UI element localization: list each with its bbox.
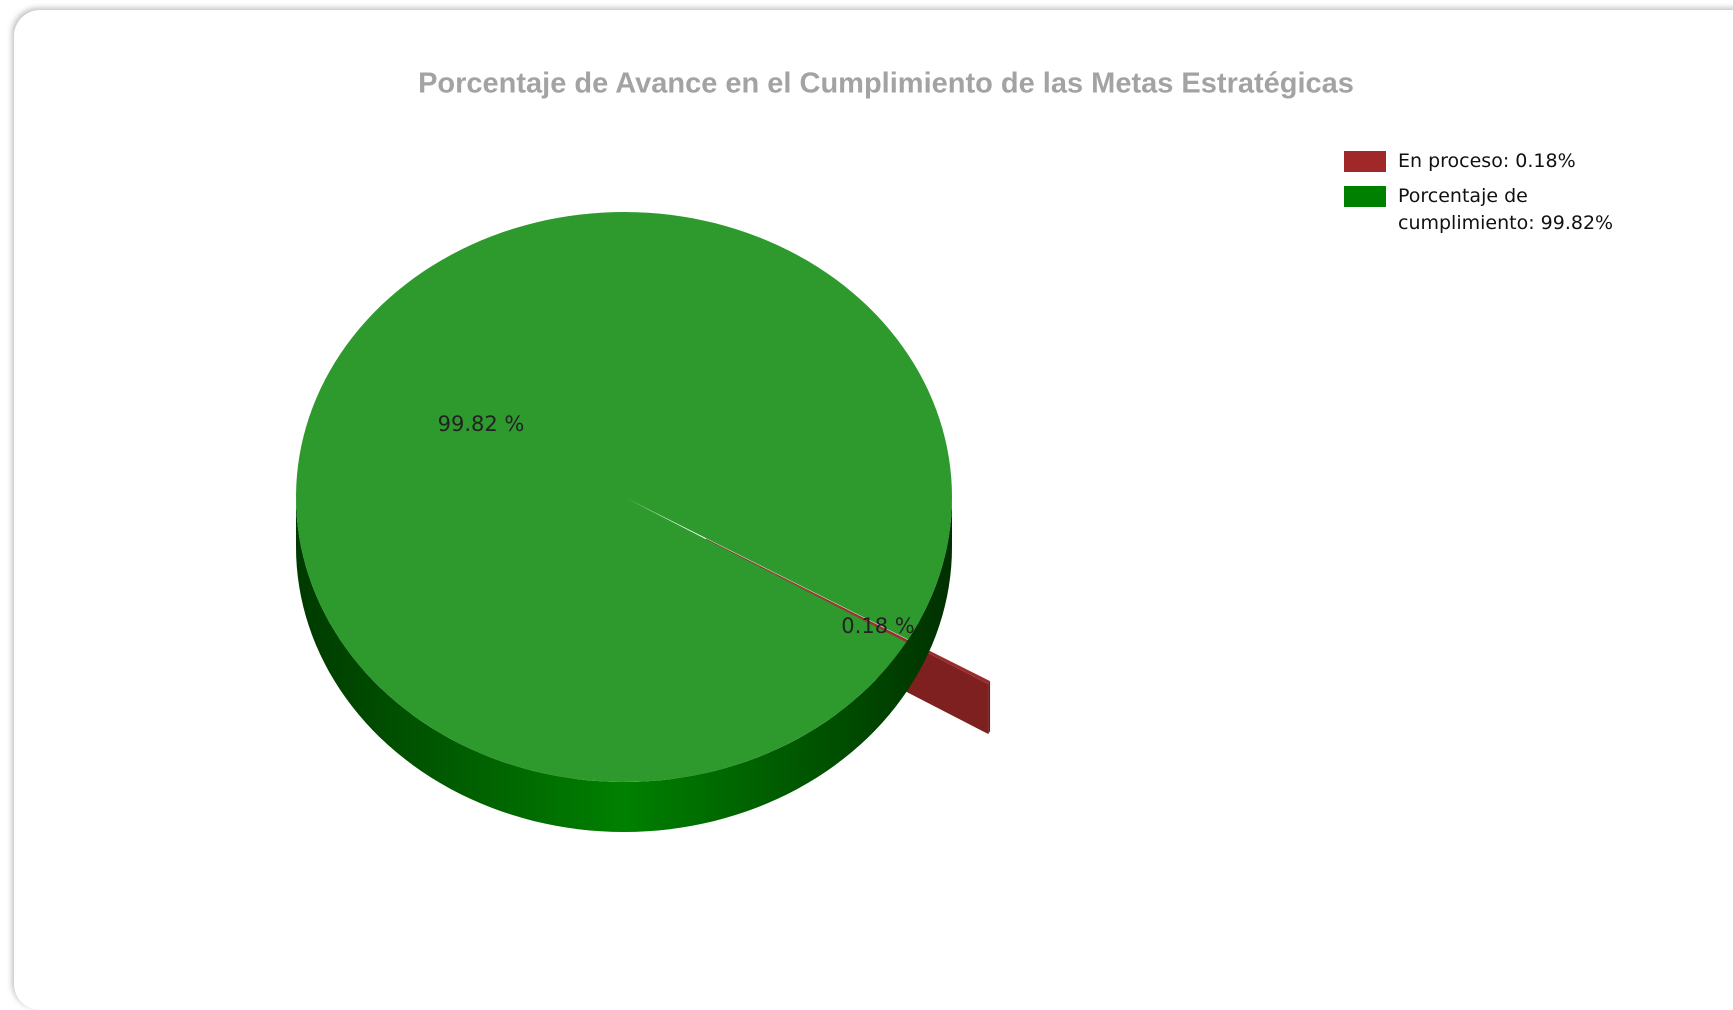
legend: En proceso: 0.18% Porcentaje de cumplimie… [1344, 148, 1674, 245]
pie-slice [296, 212, 952, 782]
data-label: 0.18 % [841, 614, 914, 638]
chart-title: Porcentaje de Avance en el Cumplimiento … [418, 68, 1354, 100]
pie-side [296, 497, 952, 832]
legend-swatch [1344, 151, 1386, 172]
data-label: 99.82 % [438, 412, 525, 436]
legend-label: Porcentaje de cumplimiento: 99.82% [1398, 185, 1614, 234]
pie-slice-rim [988, 681, 991, 734]
legend-label: En proceso: 0.18% [1398, 150, 1576, 172]
legend-swatch [1344, 186, 1386, 207]
legend-item: Porcentaje de cumplimiento: 99.82% [1344, 183, 1674, 237]
legend-item: En proceso: 0.18% [1344, 148, 1674, 175]
